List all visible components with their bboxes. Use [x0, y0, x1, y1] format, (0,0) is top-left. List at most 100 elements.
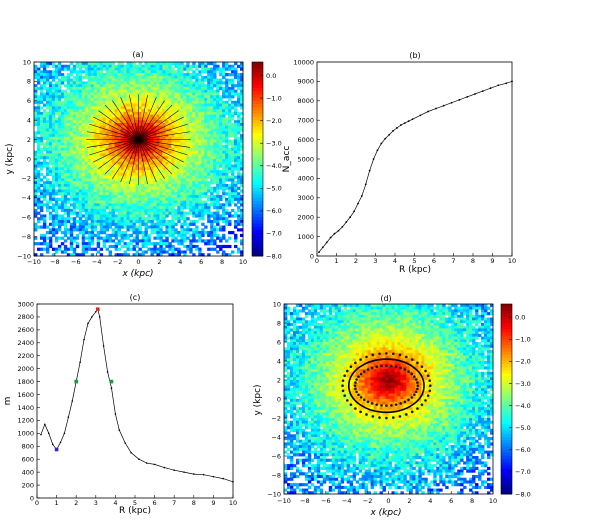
- heatmap-cell: [90, 131, 95, 135]
- heatmap-cell: [150, 178, 154, 182]
- heatmap-cell: [180, 100, 184, 104]
- heatmap-cell: [102, 120, 107, 124]
- heatmap-cell: [69, 186, 74, 190]
- heatmap-cell: [132, 247, 136, 251]
- heatmap-cell: [171, 233, 175, 237]
- heatmap-cell: [87, 114, 92, 118]
- heatmap-cell: [207, 170, 211, 174]
- heatmap-cell: [198, 139, 202, 143]
- heatmap-cell: [114, 206, 118, 210]
- heatmap-cell: [141, 128, 145, 132]
- heatmap-cell: [192, 233, 196, 237]
- panel-a-y-tick-label: 4: [27, 117, 31, 125]
- heatmap-cell: [153, 100, 157, 104]
- heatmap-cell: [48, 145, 53, 149]
- heatmap-cell: [180, 156, 184, 160]
- heatmap-cell: [192, 89, 196, 93]
- heatmap-cell: [81, 131, 86, 135]
- heatmap-cell: [75, 109, 80, 113]
- heatmap-cell: [168, 189, 172, 193]
- heatmap-cell: [51, 142, 56, 146]
- heatmap-cell: [180, 189, 184, 193]
- heatmap-cell: [231, 214, 235, 218]
- heatmap-cell: [180, 109, 184, 113]
- heatmap-cell: [201, 128, 205, 132]
- heatmap-cell: [135, 172, 139, 177]
- heatmap-cell: [219, 195, 223, 199]
- heatmap-cell: [96, 159, 101, 163]
- heatmap-cell: [87, 136, 92, 140]
- heatmap-cell: [186, 98, 190, 102]
- heatmap-cell: [75, 203, 80, 207]
- heatmap-cell: [132, 95, 136, 99]
- heatmap-cell: [210, 125, 214, 129]
- heatmap-cell: [39, 84, 44, 88]
- heatmap-cell: [129, 156, 133, 160]
- heatmap-cell: [234, 122, 238, 127]
- heatmap-cell: [81, 178, 86, 182]
- heatmap-cell: [45, 206, 50, 210]
- heatmap-cell: [75, 134, 80, 138]
- heatmap-cell: [150, 98, 154, 102]
- heatmap-cell: [108, 217, 113, 221]
- heatmap-cell: [195, 225, 199, 229]
- heatmap-cell: [144, 70, 148, 74]
- heatmap-cell: [54, 222, 59, 226]
- heatmap-cell: [114, 98, 118, 102]
- heatmap-cell: [45, 161, 50, 165]
- heatmap-cell: [48, 142, 53, 146]
- heatmap-cell: [114, 95, 118, 99]
- heatmap-cell: [171, 106, 175, 110]
- heatmap-cell: [153, 86, 157, 91]
- heatmap-cell: [51, 131, 56, 135]
- heatmap-cell: [225, 142, 229, 146]
- panel-a-colorbar-segment: [252, 210, 263, 215]
- heatmap-cell: [213, 197, 217, 201]
- heatmap-cell: [117, 100, 121, 104]
- heatmap-cell: [84, 62, 89, 66]
- heatmap-cell: [207, 183, 211, 188]
- heatmap-cell: [237, 131, 241, 135]
- heatmap-cell: [207, 111, 211, 116]
- heatmap-cell: [162, 92, 166, 96]
- heatmap-cell: [213, 81, 217, 85]
- heatmap-cell: [132, 186, 136, 190]
- heatmap-cell: [234, 89, 238, 93]
- heatmap-cell: [201, 222, 205, 226]
- heatmap-cell: [75, 103, 80, 107]
- heatmap-cell: [192, 161, 196, 165]
- heatmap-cell: [87, 125, 92, 129]
- heatmap-cell: [45, 250, 50, 254]
- heatmap-cell: [204, 145, 208, 149]
- heatmap-cell: [186, 92, 190, 96]
- heatmap-cell: [90, 114, 95, 118]
- heatmap-cell: [153, 231, 157, 235]
- heatmap-cell: [150, 222, 154, 226]
- heatmap-cell: [69, 183, 74, 188]
- heatmap-cell: [159, 106, 163, 110]
- heatmap-cell: [183, 134, 187, 138]
- heatmap-cell: [42, 217, 47, 221]
- heatmap-cell: [174, 106, 178, 110]
- heatmap-cell: [240, 136, 244, 140]
- heatmap-cell: [135, 186, 139, 190]
- heatmap-cell: [180, 73, 184, 77]
- panel-a-spokes: [86, 94, 191, 185]
- heatmap-cell: [210, 175, 214, 179]
- heatmap-cell: [120, 114, 124, 118]
- heatmap-cell: [117, 206, 121, 210]
- heatmap-cell: [207, 186, 211, 190]
- heatmap-cell: [84, 128, 89, 132]
- heatmap-cell: [105, 131, 110, 135]
- heatmap-cell: [45, 170, 50, 174]
- heatmap-cell: [51, 106, 56, 110]
- heatmap-cell: [219, 156, 223, 160]
- spoke-line: [138, 123, 188, 140]
- heatmap-cell: [117, 139, 121, 143]
- heatmap-cell: [81, 225, 86, 229]
- heatmap-cell: [144, 217, 148, 221]
- heatmap-cell: [93, 203, 98, 207]
- heatmap-cell: [144, 92, 148, 96]
- heatmap-cell: [162, 142, 166, 146]
- heatmap-cell: [189, 81, 193, 85]
